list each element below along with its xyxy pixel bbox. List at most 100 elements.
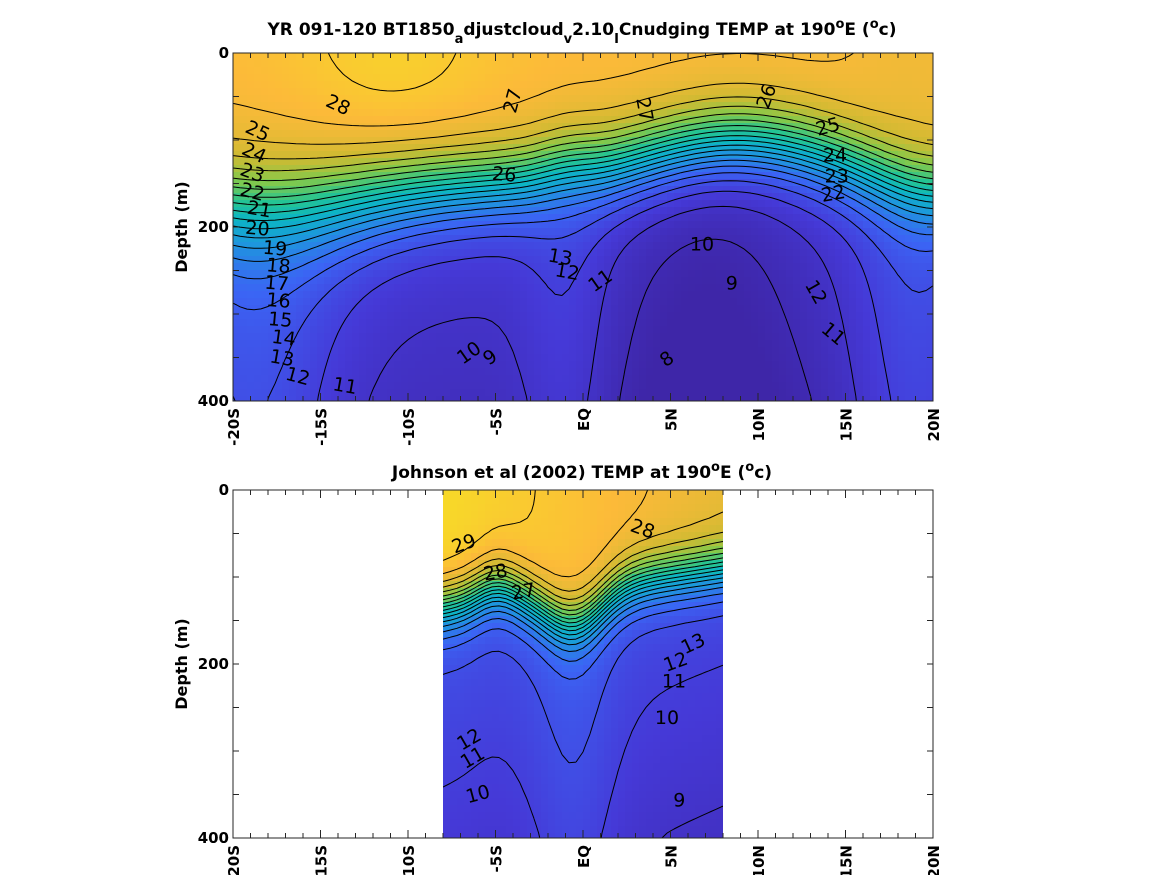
isotherm-9 [368, 205, 857, 401]
x-tick-label: EQ [575, 408, 593, 431]
contour-label: 16 [265, 289, 291, 313]
contour-label: 9 [726, 273, 738, 295]
contour-label: 17 [264, 272, 290, 296]
x-tick-label: 10N [750, 408, 768, 441]
isotherm-25 [233, 96, 933, 160]
contour-label: 10 [690, 233, 714, 255]
isotherm-11 [233, 180, 933, 401]
panel1-axes-box [232, 52, 934, 402]
isotherm-18 [233, 139, 933, 221]
contour-label: 21 [245, 197, 273, 223]
isotherm-19 [443, 565, 723, 628]
contour-label: 26 [491, 163, 517, 187]
isotherm-24 [233, 105, 933, 172]
contour-label: 23 [825, 166, 849, 188]
isotherm-22 [233, 119, 933, 190]
observed-temperature-panel: Johnson et al (2002) TEMP at 190oE (oc) … [172, 460, 943, 875]
x-tick-label: 15N [838, 845, 856, 875]
x-tick-label: EQ [575, 845, 593, 868]
isotherm-12 [443, 601, 723, 680]
contour-label: 20 [244, 217, 270, 241]
isotherm-15 [233, 154, 933, 249]
y-tick-label: 200 [198, 218, 229, 236]
y-tick-label: 200 [198, 655, 229, 673]
contour-label: 13 [268, 345, 296, 371]
isotherm-28 [327, 53, 457, 92]
x-tick-label: -5S [488, 845, 506, 872]
isotherm-27 [233, 53, 854, 127]
x-tick-label: 10N [750, 845, 768, 875]
isotherm-22 [443, 552, 723, 616]
isotherm-16 [233, 149, 933, 239]
panel2-title: Johnson et al (2002) TEMP at 190oE (oc) [391, 460, 772, 483]
y-tick-label: 0 [219, 44, 229, 62]
isotherm-21 [443, 557, 723, 620]
contour-label: 13 [546, 245, 574, 271]
isotherm-14 [443, 586, 723, 652]
x-tick-label: -10S [400, 408, 418, 446]
isotherm-19 [233, 135, 933, 214]
panel2-y-tick-labels: 0 200 400 [198, 481, 229, 847]
isotherm-14 [233, 159, 933, 262]
isotherm-12 [233, 172, 933, 311]
panel1-y-tick-labels: 0 200 400 [198, 44, 229, 410]
isotherm-24 [443, 541, 723, 606]
contour-label: 24 [823, 145, 847, 167]
isotherm-10 [317, 190, 892, 401]
x-tick-label: -10S [400, 845, 418, 875]
panel2-y-axis-label: Depth (m) [172, 618, 191, 710]
contour-label: 9 [673, 790, 685, 812]
isotherm-17 [443, 573, 723, 636]
isotherm-16 [443, 577, 723, 641]
contour-label: 10 [655, 707, 679, 729]
isotherm-28 [443, 490, 536, 561]
contour-label: 15 [267, 308, 293, 332]
contour-label: 11 [331, 373, 359, 399]
isotherm-27 [443, 490, 649, 578]
contour-label: 22 [819, 181, 847, 207]
x-tick-label: 20N [925, 845, 943, 875]
contour-label: 12 [553, 259, 581, 285]
isotherm-23 [233, 113, 933, 182]
isotherm-13 [443, 593, 723, 662]
y-tick-label: 400 [198, 392, 229, 410]
x-tick-label: -15S [313, 845, 331, 875]
isotherm-23 [443, 547, 723, 611]
panel2-isotherms [443, 490, 723, 838]
isotherm-25 [443, 531, 723, 600]
isotherm-11 [443, 615, 723, 764]
contour-label: 28 [482, 560, 510, 586]
x-tick-label: -15S [313, 408, 331, 446]
x-tick-label: 5N [663, 845, 681, 868]
panel1-temperature-field [233, 53, 933, 401]
contour-label: 19 [262, 237, 288, 261]
x-tick-label: 15N [838, 408, 856, 441]
x-tick-label: -5S [488, 408, 506, 435]
panel1-y-axis-label: Depth (m) [172, 181, 191, 273]
isotherm-21 [233, 125, 933, 198]
panel1-x-tick-labels: -20S -15S -10S -5S EQ 5N 10N 15N 20N [225, 408, 943, 446]
isotherm-26 [233, 82, 933, 145]
isotherm-13 [233, 165, 933, 280]
x-tick-label: -20S [225, 845, 243, 875]
isotherm-20 [233, 130, 933, 206]
contour-label: 27 [631, 96, 657, 124]
panel2-axes-box [232, 489, 934, 839]
x-tick-label: 20N [925, 408, 943, 441]
isotherm-8 [619, 238, 813, 401]
x-tick-label: 5N [663, 408, 681, 431]
isotherm-10 [443, 664, 723, 838]
contour-label: 18 [265, 254, 291, 278]
contour-label: 14 [270, 326, 297, 351]
isotherm-18 [443, 569, 723, 632]
model-temperature-panel: YR 091-120 BT1850adjustcloudv2.10ICnudgi… [172, 17, 943, 446]
x-tick-label: -20S [225, 408, 243, 446]
contour-label: 27 [510, 579, 538, 605]
y-tick-label: 400 [198, 829, 229, 847]
panel1-title: YR 091-120 BT1850adjustcloudv2.10ICnudgi… [267, 17, 897, 47]
contour-label: 11 [662, 670, 686, 692]
isotherm-26 [443, 511, 723, 592]
isotherm-15 [443, 581, 723, 646]
y-tick-label: 0 [219, 481, 229, 499]
